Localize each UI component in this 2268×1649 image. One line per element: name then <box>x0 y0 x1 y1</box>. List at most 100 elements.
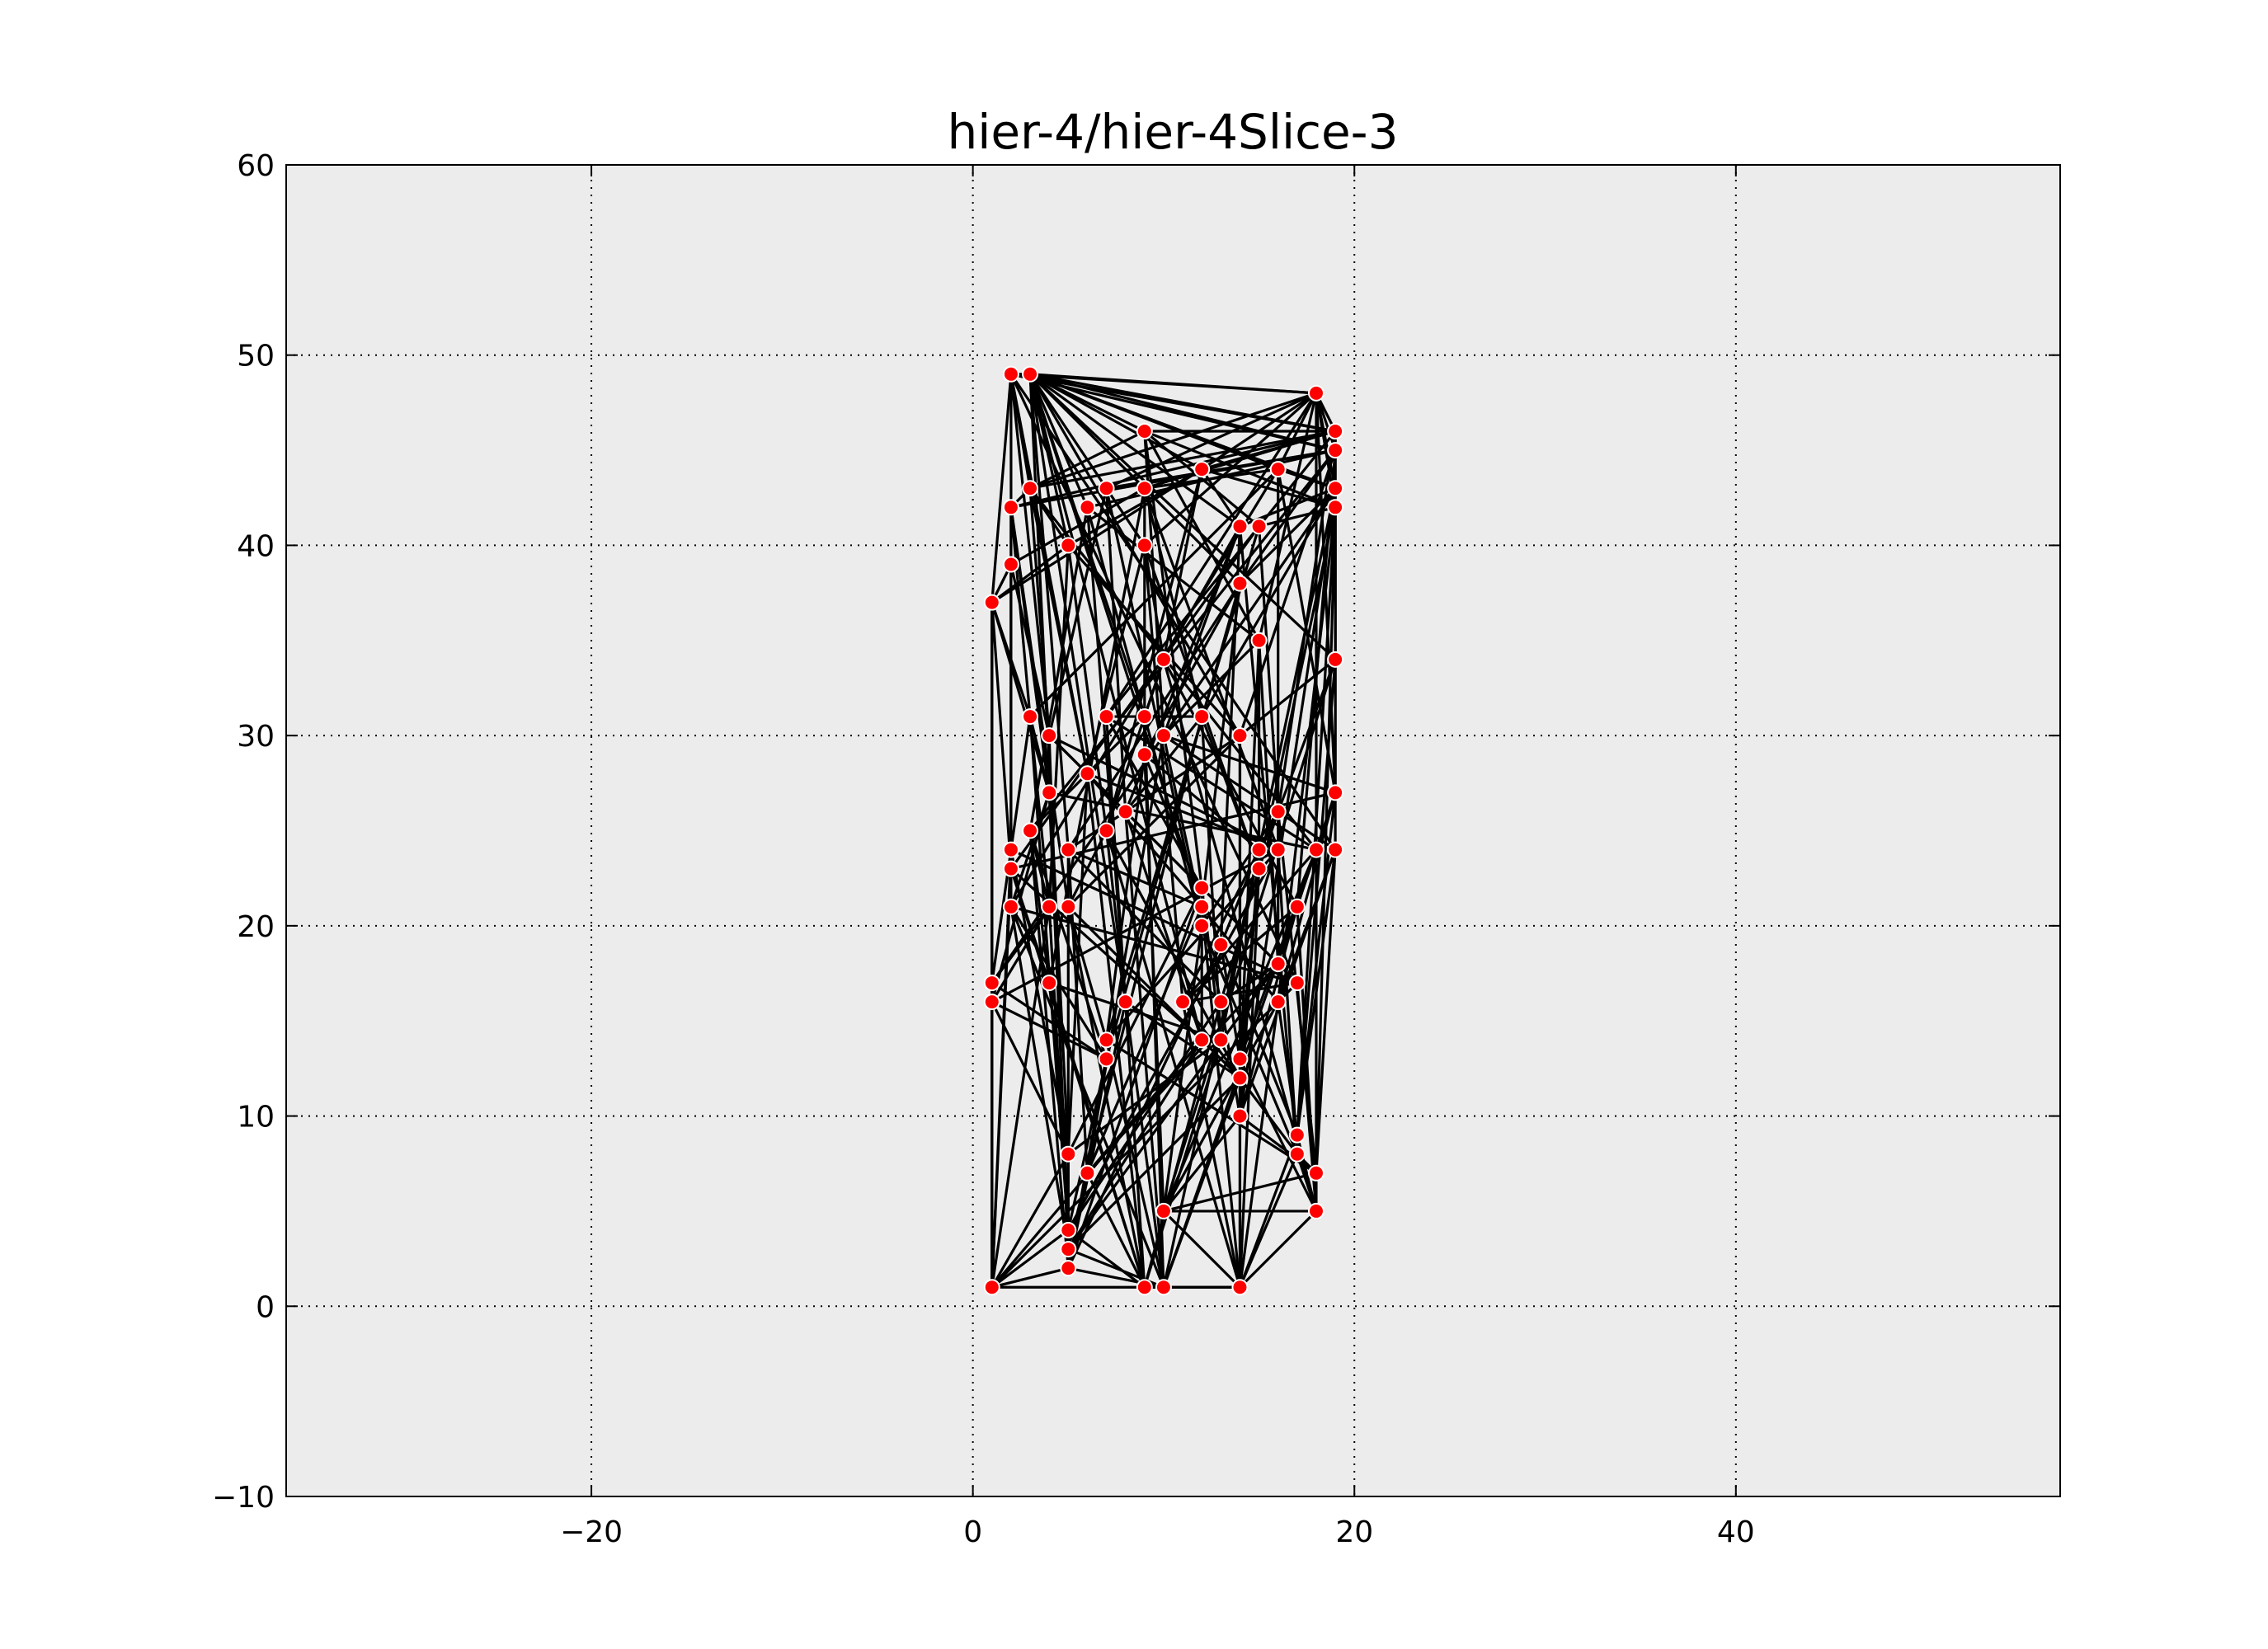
graph-node-point <box>1193 898 1211 915</box>
graph-node-point <box>1269 956 1287 972</box>
graph-edge <box>1047 982 1070 1154</box>
graph-edge <box>1238 868 1261 1078</box>
graph-edge <box>1009 906 1165 1288</box>
x-tick-label: −20 <box>560 1515 623 1549</box>
graph-edge <box>1200 583 1242 907</box>
graph-edge <box>1009 716 1032 850</box>
graph-edge <box>990 602 1051 793</box>
graph-node-point <box>1288 898 1306 915</box>
graph-edge <box>1124 1000 1241 1079</box>
graph-edge <box>1162 1115 1241 1212</box>
graph-edge <box>1028 373 1203 1041</box>
graph-edge <box>1010 905 1298 984</box>
x-axis-ticks: −20 0 20 40 <box>560 165 1755 1549</box>
graph-node-point <box>1288 975 1306 992</box>
graph-edge <box>1009 507 1070 908</box>
graph-node-point <box>1136 537 1153 554</box>
graph-node-point <box>1327 784 1344 801</box>
graph-edge <box>1028 373 1108 490</box>
plot-area-frame <box>285 164 2061 1497</box>
graph-edge <box>1239 1058 1318 1212</box>
graph-edge <box>990 981 1108 1060</box>
y-tick-label: 60 <box>237 149 275 183</box>
graph-node-point <box>1250 841 1268 858</box>
graph-node-point <box>1288 1145 1306 1163</box>
graph-node-point <box>1212 936 1230 953</box>
graph-node-point <box>1022 822 1039 839</box>
graph-edge <box>1085 906 1203 1174</box>
graph-edge <box>1104 1039 1165 1288</box>
graph-edge <box>1258 487 1337 850</box>
y-tick-label: 50 <box>237 340 275 373</box>
graph-edge <box>1144 430 1336 509</box>
graph-edge <box>1296 507 1337 1135</box>
graph-edge <box>1067 544 1241 737</box>
y-tick-label: 40 <box>237 529 275 563</box>
graph-node-point <box>1193 708 1211 726</box>
graph-edge <box>1028 487 1089 774</box>
graph-node-point <box>1269 803 1287 820</box>
graph-edge <box>1315 507 1337 1173</box>
graph-edge <box>1278 467 1336 490</box>
y-tick-label: 10 <box>237 1101 275 1135</box>
graph-node-point <box>1193 917 1211 934</box>
graph-edge <box>1201 467 1336 509</box>
graph-node-point <box>1060 537 1077 554</box>
graph-node-point <box>1022 480 1039 497</box>
graph-edge <box>1066 773 1089 1154</box>
graph-node-point <box>1155 651 1172 668</box>
graph-edge <box>1238 849 1337 1117</box>
graph-edge <box>990 1153 1070 1289</box>
graph-node-point <box>1079 1164 1096 1182</box>
graph-edge <box>1296 849 1337 1135</box>
graph-node-point <box>1098 822 1115 839</box>
graph-node-point <box>1327 841 1344 858</box>
graph-node-point <box>1155 727 1172 745</box>
graph-node-point <box>1060 1145 1077 1163</box>
graph-edge <box>1105 392 1317 490</box>
graph-node-point <box>1060 1260 1077 1277</box>
y-tick-label: 20 <box>237 910 275 944</box>
graph-node-point <box>1327 499 1344 516</box>
graph-edge <box>1143 430 1260 528</box>
graph-edge <box>1067 1077 1241 1251</box>
graph-edge <box>1028 373 1337 661</box>
chart-title: hier-4/hier-4Slice-3 <box>947 104 1398 160</box>
y-tick-label: 0 <box>256 1290 275 1324</box>
graph-edge <box>1200 487 1337 717</box>
graph-edge <box>1162 1077 1241 1288</box>
graph-node-point <box>1231 727 1249 745</box>
graph-edge <box>1143 582 1241 755</box>
graph-node-point <box>1079 499 1096 516</box>
graph-node-point <box>1136 423 1153 439</box>
graph-edge <box>1143 716 1203 927</box>
graph-node-point <box>1079 765 1096 782</box>
graph-node-point <box>1041 727 1058 745</box>
graph-node-point <box>1193 461 1211 478</box>
graph-edge <box>1277 1001 1299 1135</box>
graph-node-point <box>1327 442 1344 459</box>
graph-edge <box>990 905 1051 1003</box>
graph-edge <box>1200 925 1299 1155</box>
graph-edge <box>1163 734 1336 794</box>
graph-node-point <box>1269 841 1287 858</box>
graph-edge <box>990 1229 1070 1289</box>
y-axis-ticks: −10 0 10 20 30 40 50 60 <box>212 149 2060 1515</box>
graph-edge <box>1182 981 1298 1003</box>
graph-edge <box>1010 486 1146 566</box>
graph-node-point <box>1231 575 1249 592</box>
graph-node-point <box>1269 994 1287 1011</box>
graph-edge <box>1104 830 1127 1003</box>
graph-edge <box>1009 564 1051 736</box>
graph-node-point <box>983 994 1000 1011</box>
graph-edge <box>1219 1001 1242 1116</box>
graph-node-point <box>1212 1031 1230 1049</box>
graph-edge <box>991 1266 1069 1289</box>
graph-edge <box>1028 507 1089 831</box>
graph-edge <box>990 373 1013 603</box>
graph-node-point <box>1041 898 1058 915</box>
graph-node-point <box>1060 1241 1077 1258</box>
graph-edge <box>1105 715 1317 851</box>
graph-edge <box>1066 906 1108 1041</box>
graph-node-point <box>1002 898 1019 915</box>
